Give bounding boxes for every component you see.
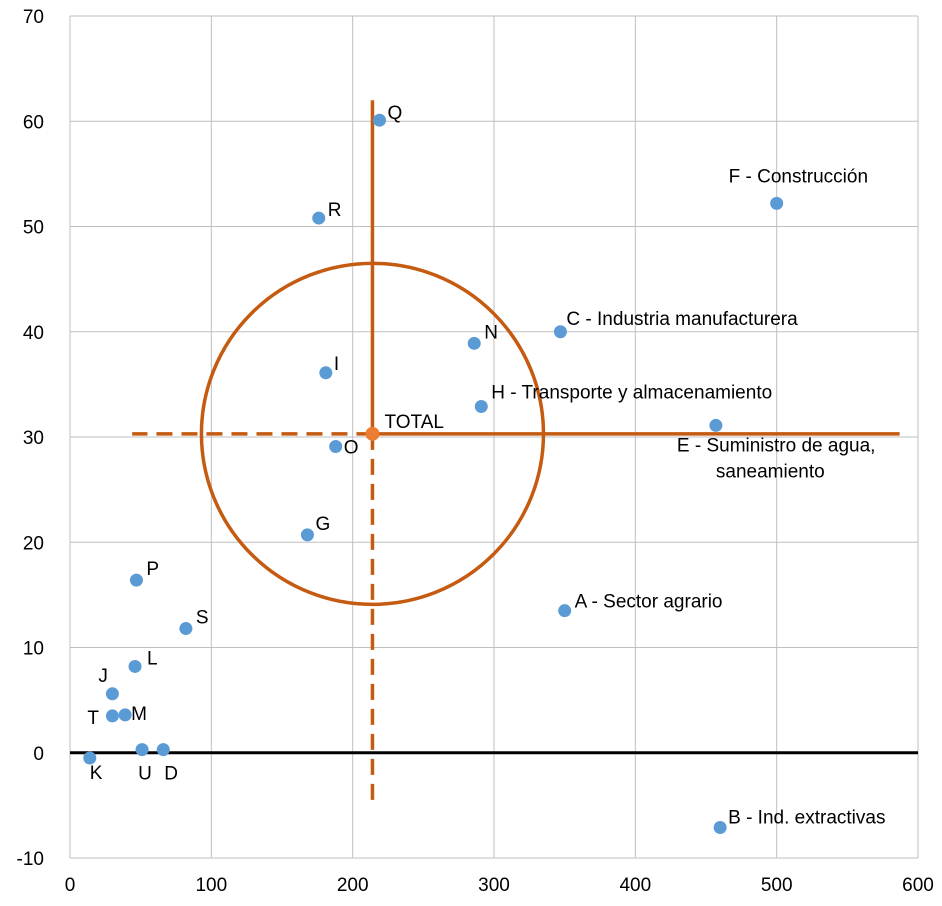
data-point [468,337,481,350]
y-tick-label: 30 [23,428,44,449]
data-point [179,622,192,635]
data-point [129,660,142,673]
data-point [329,440,342,453]
x-tick-label: 600 [902,875,934,896]
point-label: P [146,559,159,580]
y-axis-ticks: -10 0 10 20 30 40 50 60 70 [17,7,44,870]
data-point [319,366,332,379]
point-label: E - Suministro de agua, [677,435,876,456]
data-point [106,687,119,700]
point-label: F - Construcción [729,166,868,187]
data-point [312,212,325,225]
data-point [301,528,314,541]
point-label: K [90,763,103,784]
data-point [714,821,727,834]
x-tick-label: 0 [65,875,76,896]
y-tick-label: 70 [23,7,44,28]
point-label: S [196,608,209,629]
point-label: L [147,648,158,669]
y-tick-label: 60 [23,112,44,133]
x-tick-label: 300 [478,875,510,896]
y-tick-label: 40 [23,323,44,344]
point-label: C - Industria manufacturera [566,309,798,330]
data-point [136,743,149,756]
y-tick-label: -10 [17,849,44,870]
x-tick-label: 200 [337,875,369,896]
point-label: Q [388,103,403,124]
data-point [157,743,170,756]
data-point [119,708,132,721]
data-point [130,574,143,587]
total-label: TOTAL [384,412,443,433]
data-point [475,400,488,413]
data-point [106,709,119,722]
point-label: U [138,764,152,785]
point-label: G [315,514,330,535]
x-tick-label: 100 [195,875,227,896]
y-tick-label: 0 [33,744,44,765]
total-point [365,427,379,441]
point-label: T [87,708,99,729]
point-label: I [334,354,339,375]
point-label: D [164,764,178,785]
x-axis-ticks: 0 100 200 300 400 500 600 [65,875,934,896]
data-point [709,419,722,432]
data-point [770,197,783,210]
x-tick-label: 500 [761,875,793,896]
point-label: B - Ind. extractivas [728,807,885,828]
point-label-line2: saneamiento [716,461,825,482]
point-label: J [98,666,108,687]
y-tick-label: 50 [23,218,44,239]
y-tick-label: 10 [23,639,44,660]
point-label: A - Sector agrario [575,592,723,613]
point-label: R [328,200,342,221]
point-label: N [484,322,498,343]
point-label: H - Transporte y almacenamiento [491,382,772,403]
data-point [373,114,386,127]
data-point [554,325,567,338]
data-point [558,604,571,617]
y-tick-label: 20 [23,533,44,554]
x-tick-label: 400 [619,875,651,896]
point-label: O [344,437,359,458]
point-label: M [131,704,147,725]
